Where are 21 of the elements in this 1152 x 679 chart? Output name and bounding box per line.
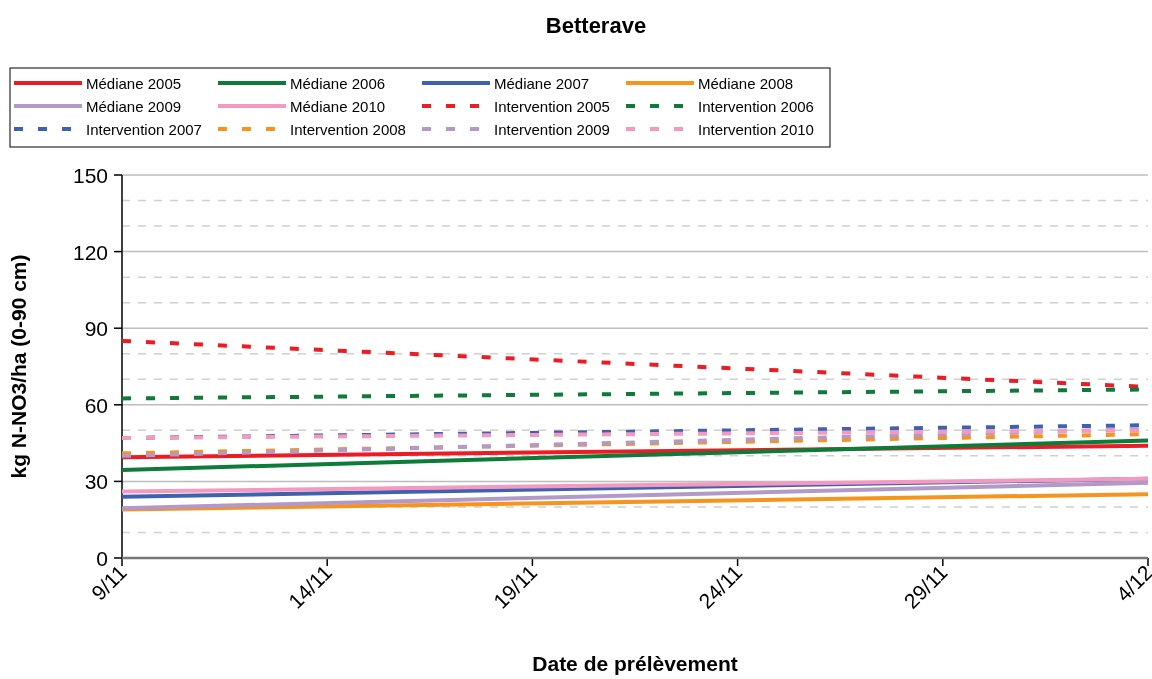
y-axis-title: kg N-NO3/ha (0-90 cm) xyxy=(7,254,30,479)
legend-label: Intervention 2005 xyxy=(494,98,610,115)
legend-label: Médiane 2006 xyxy=(290,75,386,92)
legend-label: Médiane 2008 xyxy=(698,75,794,92)
legend-label: Intervention 2006 xyxy=(698,98,814,115)
legend-label: Intervention 2007 xyxy=(86,121,202,138)
legend-label: Intervention 2008 xyxy=(290,121,406,138)
legend-label: Médiane 2005 xyxy=(86,75,182,92)
legend-label: Médiane 2010 xyxy=(290,98,386,115)
y-tick-label: 150 xyxy=(72,164,108,187)
chart-title: Betterave xyxy=(545,13,647,38)
legend-label: Médiane 2009 xyxy=(86,98,182,115)
legend-label: Intervention 2009 xyxy=(494,121,610,138)
y-tick-label: 60 xyxy=(84,393,108,417)
y-tick-label: 90 xyxy=(84,317,108,341)
x-axis-title: Date de prélèvement xyxy=(532,652,738,675)
legend-label: Médiane 2007 xyxy=(494,75,590,92)
legend-label: Intervention 2010 xyxy=(698,121,814,138)
y-tick-label: 0 xyxy=(96,547,108,570)
y-tick-label: 30 xyxy=(84,470,108,494)
y-tick-label: 120 xyxy=(72,240,108,264)
